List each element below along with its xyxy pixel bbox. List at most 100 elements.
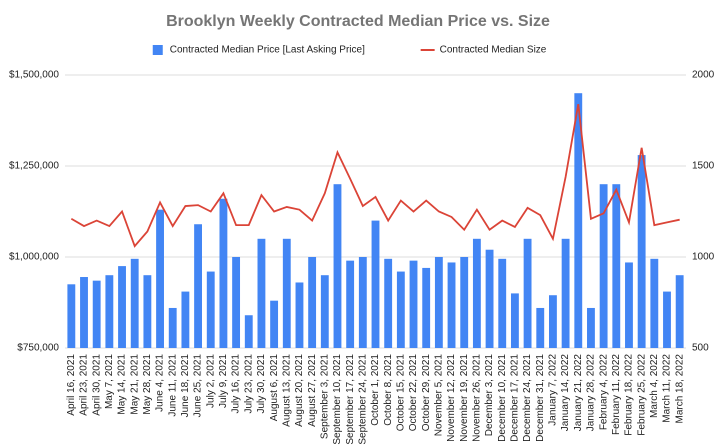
- x-tick-label: May 21, 2021: [129, 354, 140, 415]
- x-tick-label: August 6, 2021: [269, 354, 280, 422]
- bar: [422, 267, 431, 348]
- bar: [295, 282, 304, 348]
- bar: [257, 238, 266, 348]
- x-tick-label: February 25, 2022: [636, 354, 647, 436]
- bar: [320, 275, 329, 348]
- x-tick-label: July 30, 2021: [256, 354, 267, 414]
- bar: [206, 271, 215, 348]
- legend-label: Contracted Median Size: [440, 45, 547, 56]
- bar: [219, 198, 228, 348]
- bar: [67, 284, 76, 348]
- bar: [587, 307, 595, 348]
- x-tick-label: February 4, 2022: [598, 354, 609, 431]
- x-tick-label: May 7, 2021: [104, 354, 115, 409]
- x-tick-label: October 8, 2021: [383, 354, 394, 426]
- x-tick-label: January 7, 2022: [548, 354, 559, 426]
- y2-tick-label: 1500: [692, 161, 715, 172]
- x-tick-label: August 13, 2021: [281, 354, 292, 427]
- bar: [371, 220, 380, 348]
- bar: [181, 291, 190, 348]
- y2-tick-label: 2000: [692, 70, 715, 81]
- bar: [384, 258, 393, 348]
- bar: [472, 238, 481, 348]
- x-tick-label: August 20, 2021: [294, 354, 305, 427]
- bar: [650, 258, 659, 348]
- x-tick-label: September 3, 2021: [319, 354, 330, 439]
- x-tick-label: May 14, 2021: [117, 354, 128, 415]
- bar: [308, 257, 317, 348]
- bar: [118, 266, 126, 348]
- x-tick-label: January 28, 2022: [586, 354, 597, 432]
- x-tick-label: March 4, 2022: [649, 354, 660, 418]
- bar: [270, 300, 279, 348]
- x-tick-label: September 10, 2021: [332, 354, 343, 445]
- x-tick-label: July 9, 2021: [218, 354, 229, 408]
- legend-label: Contracted Median Price [Last Asking Pri…: [170, 45, 365, 56]
- bar: [80, 277, 88, 348]
- bar: [130, 258, 139, 348]
- x-tick-label: December 3, 2021: [484, 354, 495, 437]
- y-tick-label: $750,000: [17, 343, 59, 354]
- bar: [536, 307, 545, 348]
- x-tick-label: March 18, 2022: [674, 354, 685, 424]
- bar: [333, 184, 342, 348]
- x-tick-label: July 16, 2021: [231, 354, 242, 414]
- x-tick-label: August 27, 2021: [307, 354, 318, 427]
- bar: [637, 155, 646, 348]
- x-tick-label: June 18, 2021: [180, 354, 191, 418]
- x-tick-label: November 5, 2021: [434, 354, 445, 437]
- bar: [409, 260, 418, 348]
- x-tick-label: October 1, 2021: [370, 354, 381, 426]
- bar: [460, 257, 469, 348]
- y-tick-label: $1,000,000: [9, 252, 59, 263]
- bar: [156, 209, 164, 348]
- bar: [92, 280, 101, 348]
- bar: [498, 258, 507, 348]
- bar: [194, 224, 203, 348]
- bar: [244, 315, 253, 348]
- x-tick-label: June 25, 2021: [193, 354, 204, 418]
- x-tick-label: October 15, 2021: [395, 354, 406, 432]
- bar: [346, 260, 355, 348]
- chart-title: Brooklyn Weekly Contracted Median Price …: [166, 13, 550, 30]
- legend-swatch: [152, 45, 163, 55]
- x-tick-label: November 12, 2021: [446, 354, 457, 442]
- x-tick-label: September 17, 2021: [345, 354, 356, 445]
- y-tick-label: $1,250,000: [9, 161, 59, 172]
- bar: [232, 257, 241, 348]
- x-tick-label: October 29, 2021: [421, 354, 432, 432]
- bar: [625, 262, 633, 348]
- x-tick-label: December 31, 2021: [535, 354, 546, 442]
- y2-tick-label: 1000: [692, 252, 715, 263]
- bar: [663, 291, 671, 348]
- bar: [396, 271, 405, 348]
- x-tick-label: July 2, 2021: [205, 354, 216, 408]
- x-tick-label: November 26, 2021: [472, 354, 483, 442]
- x-tick-label: April 16, 2021: [66, 354, 77, 416]
- line: [70, 103, 680, 248]
- x-tick-label: December 17, 2021: [510, 354, 521, 442]
- x-tick-label: June 4, 2021: [155, 354, 166, 412]
- bar: [510, 293, 519, 348]
- bar: [574, 93, 583, 348]
- x-tick-label: December 10, 2021: [497, 354, 508, 442]
- x-tick-label: January 21, 2022: [573, 354, 584, 432]
- x-tick-label: January 14, 2022: [560, 354, 571, 432]
- x-tick-label: March 11, 2022: [662, 354, 673, 423]
- x-tick-label: July 23, 2021: [243, 354, 254, 414]
- bar: [612, 184, 621, 348]
- x-tick-label: November 19, 2021: [459, 354, 470, 442]
- bar: [485, 249, 494, 348]
- x-tick-label: October 22, 2021: [408, 354, 419, 432]
- x-tick-label: September 24, 2021: [357, 354, 368, 445]
- bar: [105, 275, 114, 348]
- y-tick-label: $1,500,000: [9, 70, 59, 81]
- x-tick-label: June 11, 2021: [167, 354, 178, 417]
- bar: [523, 238, 532, 348]
- bar: [548, 295, 557, 348]
- bar: [675, 275, 684, 348]
- bar: [358, 257, 367, 348]
- x-tick-label: February 11, 2022: [611, 354, 622, 435]
- bar: [143, 275, 152, 348]
